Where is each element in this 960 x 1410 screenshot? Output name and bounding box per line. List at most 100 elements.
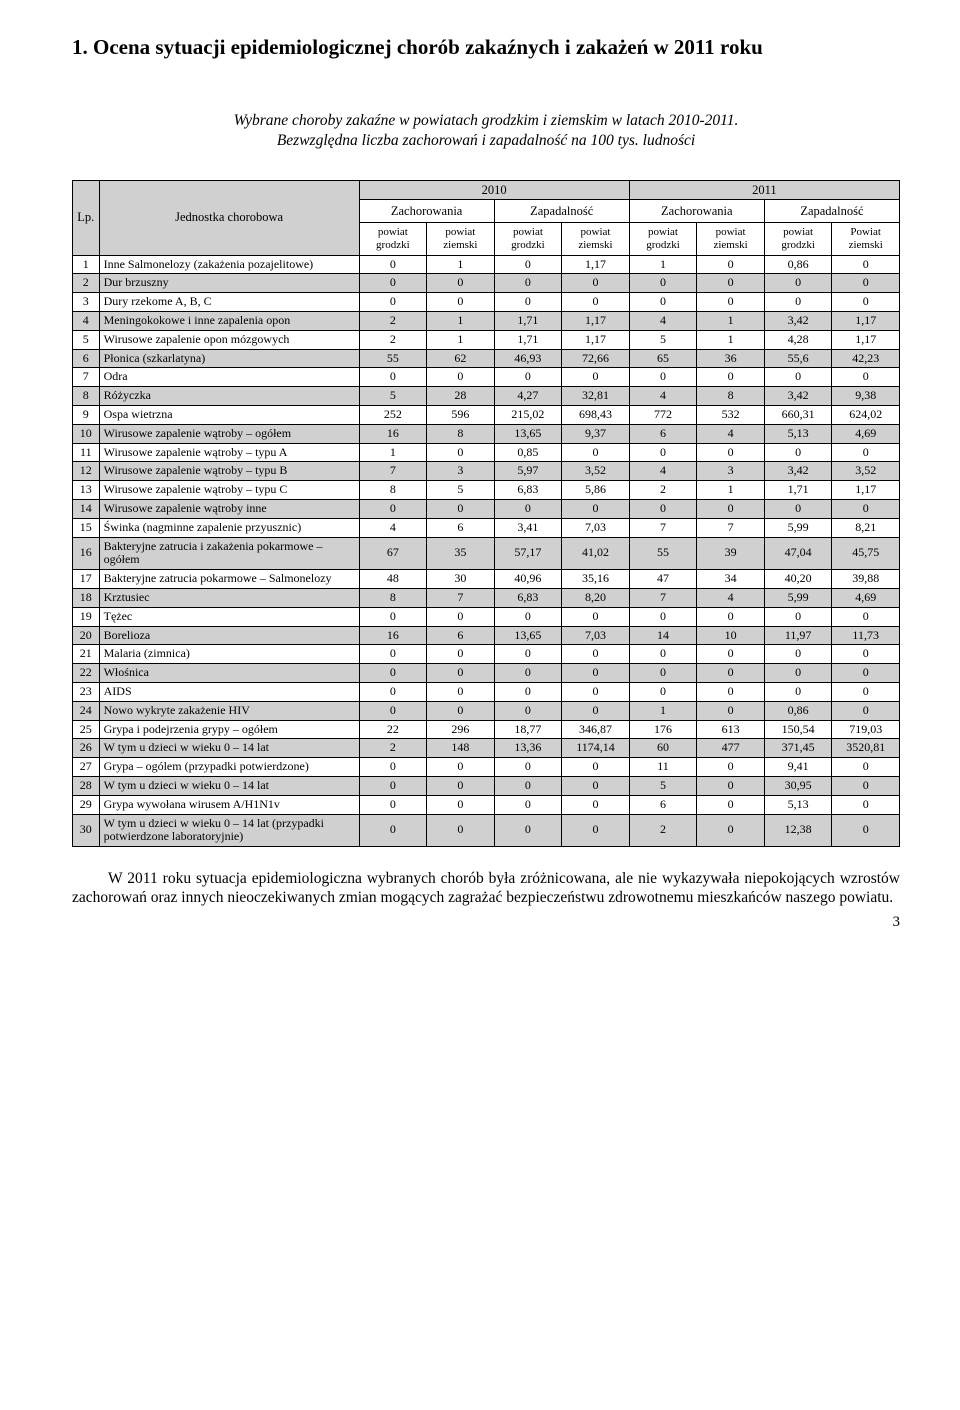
cell-value: 0 <box>562 607 630 626</box>
table-row: 20Borelioza16613,657,03141011,9711,73 <box>73 626 900 645</box>
cell-value: 65 <box>629 349 697 368</box>
cell-value: 0 <box>494 795 562 814</box>
cell-value: 0 <box>764 274 832 293</box>
cell-name: Włośnica <box>99 664 359 683</box>
cell-value: 4 <box>629 312 697 331</box>
table-row: 26W tym u dzieci w wieku 0 – 14 lat21481… <box>73 739 900 758</box>
col-year-2010: 2010 <box>359 180 629 199</box>
cell-value: 7 <box>359 462 427 481</box>
cell-value: 0 <box>764 664 832 683</box>
cell-value: 0 <box>359 274 427 293</box>
cell-lp: 29 <box>73 795 100 814</box>
cell-value: 0 <box>832 607 900 626</box>
cell-value: 0 <box>359 664 427 683</box>
col-unit: Jednostka chorobowa <box>99 180 359 255</box>
cell-value: 0 <box>562 795 630 814</box>
table-row: 27Grypa – ogólem (przypadki potwierdzone… <box>73 758 900 777</box>
cell-value: 30,95 <box>764 776 832 795</box>
cell-value: 6 <box>427 518 495 537</box>
cell-value: 532 <box>697 405 765 424</box>
cell-name: W tym u dzieci w wieku 0 – 14 lat <box>99 739 359 758</box>
cell-lp: 13 <box>73 481 100 500</box>
cell-value: 62 <box>427 349 495 368</box>
cell-value: 9,41 <box>764 758 832 777</box>
cell-value: 6,83 <box>494 481 562 500</box>
cell-value: 0 <box>494 664 562 683</box>
cell-value: 6 <box>629 424 697 443</box>
table-row: 5Wirusowe zapalenie opon mózgowych211,71… <box>73 330 900 349</box>
cell-lp: 18 <box>73 588 100 607</box>
epidemiology-table: Lp. Jednostka chorobowa 2010 2011 Zachor… <box>72 180 900 848</box>
cell-value: 46,93 <box>494 349 562 368</box>
cell-name: Płonica (szkarlatyna) <box>99 349 359 368</box>
table-row: 9Ospa wietrzna252596215,02698,4377253266… <box>73 405 900 424</box>
cell-value: 0 <box>832 274 900 293</box>
col-c4: powiat ziemski <box>562 223 630 255</box>
cell-value: 1,71 <box>494 330 562 349</box>
col-g3: Zachorowania <box>629 199 764 222</box>
cell-value: 0 <box>697 758 765 777</box>
cell-value: 3,42 <box>764 387 832 406</box>
cell-value: 1,17 <box>562 312 630 331</box>
cell-value: 0 <box>494 255 562 274</box>
cell-value: 3,52 <box>562 462 630 481</box>
table-row: 14Wirusowe zapalenie wątroby inne0000000… <box>73 499 900 518</box>
cell-value: 36 <box>697 349 765 368</box>
cell-lp: 11 <box>73 443 100 462</box>
table-row: 7Odra00000000 <box>73 368 900 387</box>
cell-value: 0 <box>629 499 697 518</box>
cell-value: 0 <box>359 645 427 664</box>
cell-value: 39 <box>697 537 765 570</box>
table-row: 12Wirusowe zapalenie wątroby – typu B735… <box>73 462 900 481</box>
cell-value: 0 <box>697 255 765 274</box>
cell-value: 4 <box>629 462 697 481</box>
cell-name: Dury rzekome A, B, C <box>99 293 359 312</box>
cell-value: 3,41 <box>494 518 562 537</box>
cell-lp: 10 <box>73 424 100 443</box>
cell-value: 150,54 <box>764 720 832 739</box>
cell-value: 0 <box>764 293 832 312</box>
cell-value: 7 <box>629 518 697 537</box>
table-body: 1Inne Salmonelozy (zakażenia pozajelitow… <box>73 255 900 847</box>
cell-value: 0,85 <box>494 443 562 462</box>
cell-value: 0 <box>629 293 697 312</box>
cell-value: 1 <box>629 701 697 720</box>
cell-value: 1 <box>629 255 697 274</box>
cell-name: W tym u dzieci w wieku 0 – 14 lat <box>99 776 359 795</box>
cell-name: Bakteryjne zatrucia i zakażenia pokarmow… <box>99 537 359 570</box>
cell-value: 13,65 <box>494 626 562 645</box>
cell-value: 32,81 <box>562 387 630 406</box>
cell-value: 0 <box>764 443 832 462</box>
cell-value: 0 <box>629 645 697 664</box>
cell-value: 40,20 <box>764 570 832 589</box>
cell-lp: 7 <box>73 368 100 387</box>
cell-value: 2 <box>359 739 427 758</box>
cell-value: 0 <box>697 664 765 683</box>
cell-value: 0,86 <box>764 701 832 720</box>
cell-value: 4,27 <box>494 387 562 406</box>
cell-value: 40,96 <box>494 570 562 589</box>
cell-value: 0 <box>427 664 495 683</box>
cell-lp: 1 <box>73 255 100 274</box>
cell-value: 0 <box>427 814 495 847</box>
cell-value: 7,03 <box>562 518 630 537</box>
table-row: 28W tym u dzieci w wieku 0 – 14 lat00005… <box>73 776 900 795</box>
cell-value: 215,02 <box>494 405 562 424</box>
table-row: 10Wirusowe zapalenie wątroby – ogółem168… <box>73 424 900 443</box>
cell-value: 1,17 <box>832 312 900 331</box>
cell-value: 3520,81 <box>832 739 900 758</box>
cell-value: 1 <box>427 255 495 274</box>
cell-value: 42,23 <box>832 349 900 368</box>
cell-name: Wirusowe zapalenie wątroby – typu B <box>99 462 359 481</box>
cell-lp: 14 <box>73 499 100 518</box>
cell-value: 48 <box>359 570 427 589</box>
cell-value: 613 <box>697 720 765 739</box>
table-row: 6Płonica (szkarlatyna)556246,9372,666536… <box>73 349 900 368</box>
cell-value: 6 <box>427 626 495 645</box>
cell-value: 0 <box>832 814 900 847</box>
cell-value: 1 <box>427 312 495 331</box>
cell-value: 1,17 <box>832 481 900 500</box>
cell-value: 0 <box>494 293 562 312</box>
cell-value: 5,97 <box>494 462 562 481</box>
cell-value: 0 <box>764 499 832 518</box>
